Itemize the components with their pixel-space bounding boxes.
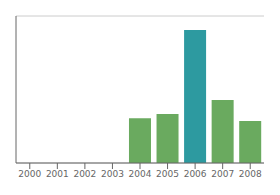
svg-text:2005: 2005 — [156, 169, 179, 179]
svg-text:2007: 2007 — [211, 169, 234, 179]
svg-text:2003: 2003 — [101, 169, 124, 179]
svg-text:2000: 2000 — [18, 169, 41, 179]
svg-text:2002: 2002 — [73, 169, 96, 179]
svg-text:2004: 2004 — [129, 169, 152, 179]
svg-text:2008: 2008 — [239, 169, 262, 179]
svg-text:2001: 2001 — [46, 169, 69, 179]
svg-text:2006: 2006 — [184, 169, 207, 179]
